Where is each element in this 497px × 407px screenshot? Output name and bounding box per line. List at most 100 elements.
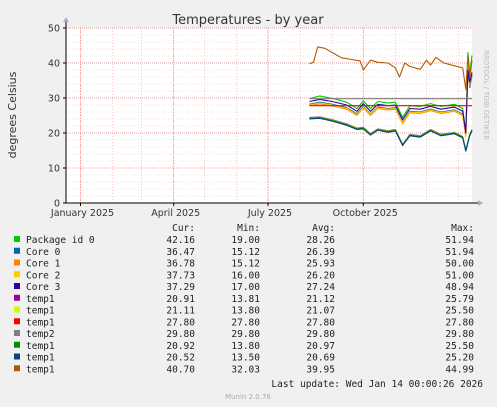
legend-value: 51.00 xyxy=(445,270,474,281)
series-line-4 xyxy=(309,69,473,134)
legend-value: 29.80 xyxy=(445,329,474,340)
y-tick-label: 0 xyxy=(54,199,60,210)
legend-value: 13.80 xyxy=(231,341,260,352)
legend-swatch xyxy=(14,365,20,372)
legend-value: 21.07 xyxy=(306,306,335,317)
legend-value: 32.03 xyxy=(231,364,260,375)
legend-value: 28.26 xyxy=(306,235,335,246)
legend-swatch xyxy=(14,259,20,266)
legend-value: 27.80 xyxy=(166,317,195,328)
y-tick-label: 30 xyxy=(48,94,60,105)
legend-value: 37.73 xyxy=(166,270,195,281)
legend-swatch xyxy=(14,236,20,242)
legend-value: 20.52 xyxy=(166,353,195,364)
legend-value: 20.69 xyxy=(306,353,335,364)
legend-value: 21.11 xyxy=(166,306,195,317)
x-tick-label: January 2025 xyxy=(50,208,114,219)
legend-value: 27.80 xyxy=(306,317,335,328)
legend-value: 25.50 xyxy=(445,306,474,317)
x-tick-label: October 2025 xyxy=(333,208,398,219)
legend-series-name: Core 0 xyxy=(26,247,61,258)
legend-header: Max: xyxy=(451,223,474,234)
legend: Cur: Min: Avg: Max: Package id 0 42.16 19.00 28… xyxy=(14,223,474,375)
series-line-11 xyxy=(309,46,473,90)
legend-value: 29.80 xyxy=(231,329,260,340)
legend-value: 51.94 xyxy=(445,235,474,246)
legend-value: 21.12 xyxy=(306,294,335,305)
legend-header: Avg: xyxy=(312,223,335,234)
legend-value: 48.94 xyxy=(445,282,474,293)
x-tick-label: July 2025 xyxy=(247,208,292,219)
legend-value: 15.12 xyxy=(231,259,260,270)
y-axis-arrow-icon xyxy=(63,17,69,22)
chart-title: Temperatures - by year xyxy=(171,13,324,28)
legend-value: 17.00 xyxy=(231,282,260,293)
legend-value: 20.97 xyxy=(306,341,335,352)
legend-value: 25.50 xyxy=(445,341,474,352)
legend-series-name: Core 2 xyxy=(26,270,60,281)
rrdtool-side-label: RRDTOOL / TOBI OETIKER xyxy=(482,50,490,140)
legend-value: 51.94 xyxy=(445,247,474,258)
plot-background xyxy=(66,28,472,203)
last-update: Last update: Wed Jan 14 00:00:26 2026 xyxy=(271,379,483,390)
legend-value: 19.00 xyxy=(231,235,260,246)
legend-series-name: temp1 xyxy=(26,341,55,352)
legend-value: 27.80 xyxy=(231,317,260,328)
axes: 0 10 20 30 40 50 January 2025 April 2025 July 20… xyxy=(48,17,483,219)
legend-value: 36.47 xyxy=(166,247,195,258)
legend-value: 25.93 xyxy=(306,259,335,270)
legend-value: 27.80 xyxy=(445,317,474,328)
series-line-10 xyxy=(309,117,473,152)
legend-swatch xyxy=(14,306,20,313)
legend-value: 40.70 xyxy=(166,364,195,375)
legend-value: 20.91 xyxy=(166,294,195,305)
legend-series-name: Package id 0 xyxy=(26,235,95,246)
legend-swatch xyxy=(14,271,20,278)
y-tick-label: 50 xyxy=(48,24,60,35)
legend-swatch xyxy=(14,294,20,301)
legend-series-name: temp1 xyxy=(26,294,55,305)
legend-series-name: temp1 xyxy=(26,353,55,364)
series-lines xyxy=(309,46,473,152)
y-tick-label: 10 xyxy=(48,164,60,175)
legend-value: 16.00 xyxy=(231,270,260,281)
y-tick-label: 40 xyxy=(48,59,60,70)
legend-swatch xyxy=(14,330,20,336)
legend-value: 29.80 xyxy=(306,329,335,340)
legend-series-name: Core 3 xyxy=(26,282,60,293)
legend-swatch xyxy=(14,353,20,360)
legend-value: 26.20 xyxy=(306,270,335,281)
legend-value: 13.50 xyxy=(231,353,260,364)
legend-header: Cur: xyxy=(172,223,195,234)
legend-value: 13.81 xyxy=(231,294,260,305)
legend-header: Min: xyxy=(237,223,260,234)
legend-value: 26.39 xyxy=(306,247,335,258)
legend-value: 25.79 xyxy=(445,294,474,305)
legend-value: 36.78 xyxy=(166,259,195,270)
legend-swatch xyxy=(14,318,20,325)
y-tick-label: 20 xyxy=(48,129,60,140)
munin-footer: Munin 2.0.76 xyxy=(225,393,271,401)
legend-value: 20.92 xyxy=(166,341,195,352)
legend-swatch xyxy=(14,341,20,348)
y-axis-label: degrees Celsius xyxy=(6,71,19,158)
legend-series-name: temp2 xyxy=(26,329,55,340)
legend-series-name: temp1 xyxy=(26,364,55,375)
legend-value: 39.95 xyxy=(306,364,335,375)
legend-series-name: temp1 xyxy=(26,317,55,328)
legend-value: 44.99 xyxy=(445,364,474,375)
legend-value: 25.20 xyxy=(445,353,474,364)
legend-value: 13.80 xyxy=(231,306,260,317)
legend-series-name: temp1 xyxy=(26,306,55,317)
legend-swatch xyxy=(14,247,20,254)
legend-value: 27.24 xyxy=(306,282,335,293)
legend-swatch xyxy=(14,283,20,289)
legend-value: 42.16 xyxy=(166,235,195,246)
legend-value: 37.29 xyxy=(166,282,195,293)
legend-value: 15.12 xyxy=(231,247,260,258)
x-tick-label: April 2025 xyxy=(151,208,200,219)
x-axis-arrow-icon xyxy=(478,200,483,206)
legend-value: 50.00 xyxy=(445,259,474,270)
legend-series-name: Core 1 xyxy=(26,259,61,270)
